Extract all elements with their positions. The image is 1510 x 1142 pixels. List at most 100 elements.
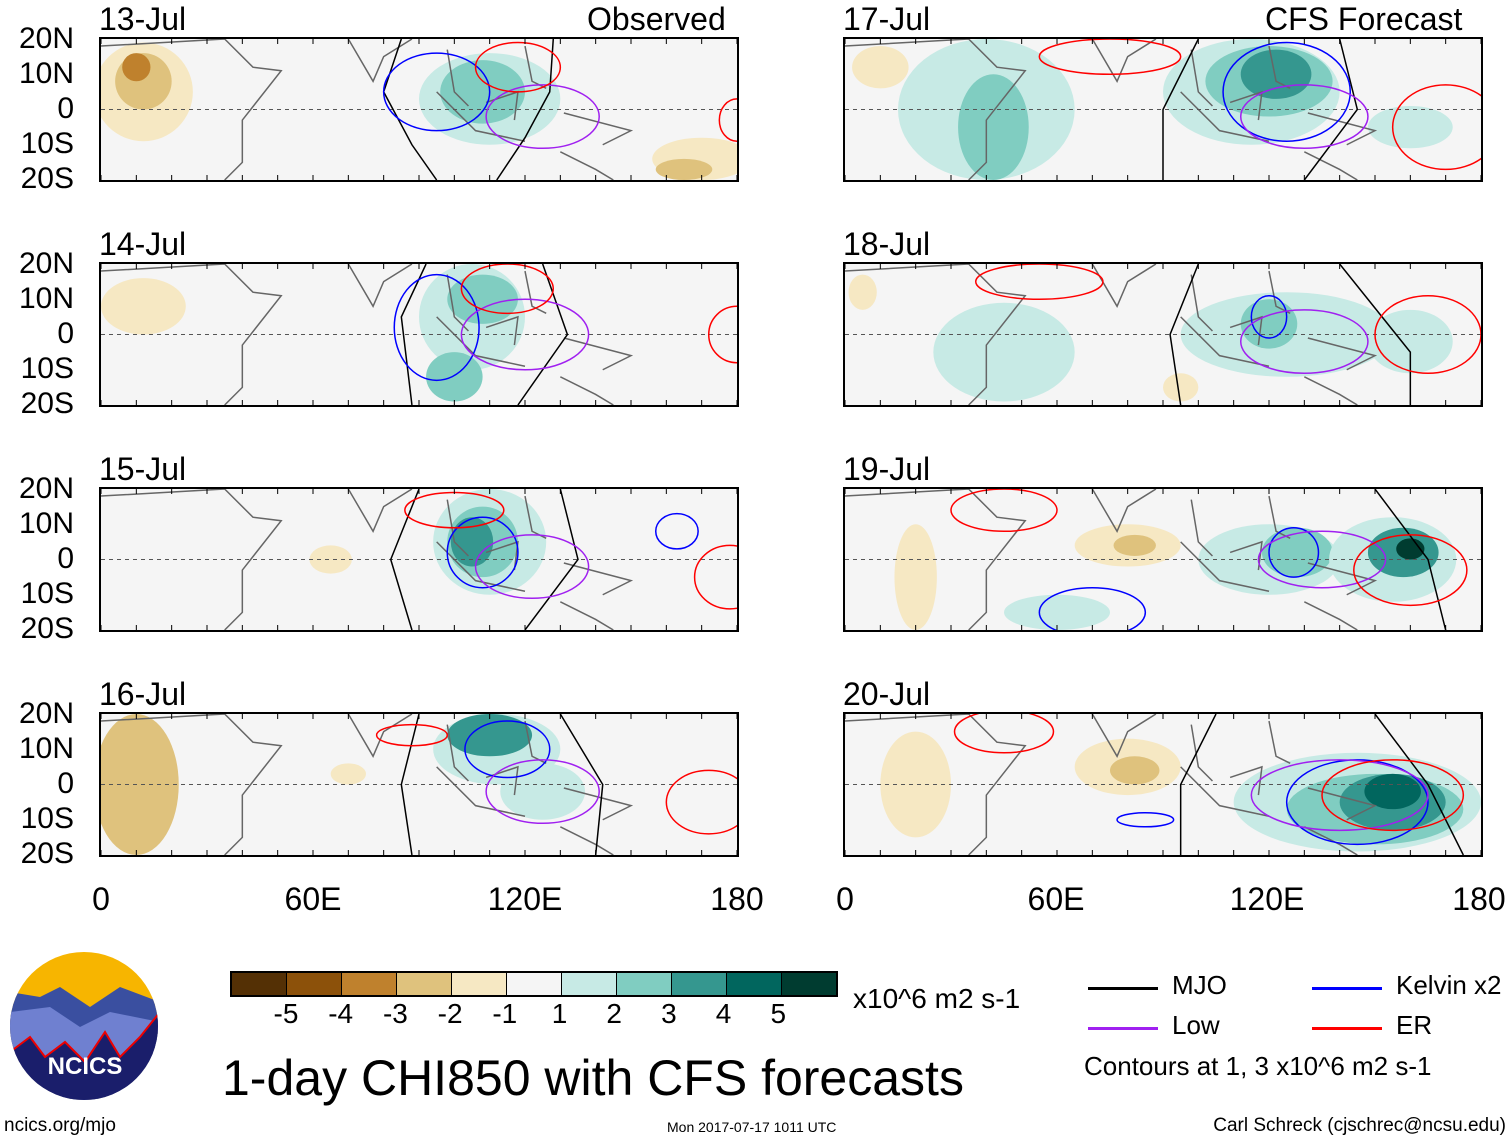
anomaly-shading [852, 46, 909, 89]
anomaly-shading [933, 302, 1075, 402]
low-contour [1257, 530, 1387, 589]
colorbar-label: 4 [715, 998, 732, 1029]
map-panel [99, 262, 739, 407]
kelvin-contour [393, 273, 480, 382]
anomaly-shading [1367, 105, 1453, 149]
anomaly-shading [426, 352, 483, 402]
contour-note: Contours at 1, 3 x10^6 m2 s-1 [1084, 1051, 1432, 1081]
colorbar-label: 1 [551, 998, 568, 1029]
legend-label: Low [1172, 1010, 1220, 1040]
er-legend-line [1312, 1027, 1382, 1030]
y-tick: 0 [57, 767, 74, 800]
er-contour [718, 98, 737, 142]
er-contour [665, 769, 737, 835]
anomaly-shading [1364, 773, 1421, 810]
er-contour [1353, 534, 1468, 607]
low-contour [1239, 309, 1369, 375]
er-contour [1038, 39, 1182, 75]
panel-date: 13-Jul [99, 1, 187, 37]
anomaly-shading [1163, 373, 1199, 402]
kelvin-contour [1250, 294, 1288, 339]
y-tick: 10N [18, 57, 74, 90]
anomaly-shading [101, 278, 186, 335]
colorbar-swatch [342, 973, 397, 995]
colorbar-label: -5 [273, 998, 299, 1029]
colorbar-swatch [727, 973, 782, 995]
footer-url[interactable]: ncics.org/mjo [4, 1115, 116, 1136]
anomaly-shading [500, 763, 586, 820]
colorbar-swatch [287, 973, 342, 995]
y-tick: 0 [57, 542, 74, 575]
anomaly-shading [1240, 49, 1312, 99]
ncics-logo: NCICS [10, 952, 158, 1100]
anomaly-shading [447, 714, 533, 757]
kelvin-contour [464, 720, 551, 779]
x-tick: 120E [1229, 881, 1305, 917]
panel-date: 17-Jul [843, 1, 931, 37]
y-tick: 20S [20, 837, 74, 870]
panel-date: 14-Jul [99, 226, 187, 262]
logo-text: NCICS [48, 1053, 123, 1080]
coastline [845, 489, 1378, 630]
anomaly-shading [1004, 594, 1110, 630]
y-tick: 0 [57, 92, 74, 125]
colorbar-label: 5 [770, 998, 787, 1029]
anomaly-shading [440, 60, 525, 124]
mjo-contour [400, 714, 420, 855]
kelvin-legend-line [1312, 987, 1382, 990]
colorbar-swatch [452, 973, 507, 995]
y-tick: 0 [57, 317, 74, 350]
y-tick: 10S [20, 577, 74, 610]
map-panel [843, 37, 1483, 182]
anomaly-shading [1110, 756, 1160, 785]
kelvin-contour [654, 512, 699, 550]
anomaly-shading [880, 731, 951, 838]
legend-label: MJO [1172, 970, 1227, 1000]
coastline [101, 489, 634, 630]
coastline [845, 39, 1378, 180]
mjo-contour [1339, 264, 1412, 405]
anomaly-shading [122, 53, 151, 82]
colorbar-label: -4 [328, 998, 354, 1029]
anomaly-shading [1261, 527, 1333, 578]
kelvin-contour [1116, 811, 1175, 828]
kelvin-contour [1222, 41, 1352, 142]
legend-label: Kelvin x2 [1396, 970, 1502, 1000]
er-contour [707, 305, 737, 364]
kelvin-contour [446, 516, 519, 589]
panel-date: 19-Jul [843, 451, 931, 487]
x-tick: 60E [1027, 881, 1085, 917]
anomaly-shading [309, 545, 352, 574]
figure-title: 1-day CHI850 with CFS forecasts [222, 1050, 964, 1106]
x-tick: 180 [710, 881, 764, 917]
mjo-contour [389, 489, 420, 630]
mjo-contour [1374, 714, 1465, 855]
low-legend-line [1088, 1027, 1158, 1030]
y-tick: 20N [18, 697, 74, 730]
coastline [101, 264, 634, 405]
colorbar-swatch [617, 973, 672, 995]
anomaly-shading [1396, 538, 1425, 560]
mjo-contour [559, 714, 604, 855]
anomaly-shading [330, 763, 366, 785]
x-tick: 0 [92, 881, 110, 917]
colorbar-label: 3 [661, 998, 677, 1029]
y-tick: 10N [18, 507, 74, 540]
mjo-contour [400, 264, 427, 405]
coastline [845, 264, 1378, 405]
mjo-contour [1303, 39, 1359, 180]
er-contour [474, 41, 562, 93]
x-tick: 120E [487, 881, 563, 917]
mjo-contour [517, 264, 569, 405]
colorbar-label: 2 [606, 998, 622, 1029]
colorbar-swatch [397, 973, 452, 995]
er-contour [1321, 759, 1465, 832]
y-tick: 20N [18, 247, 74, 280]
anomaly-shading [1240, 299, 1298, 349]
mjo-contour [496, 39, 555, 180]
anomaly-shading [1113, 534, 1156, 556]
mjo-contour [1169, 264, 1200, 405]
y-tick: 10N [18, 732, 74, 765]
er-contour [375, 723, 449, 747]
